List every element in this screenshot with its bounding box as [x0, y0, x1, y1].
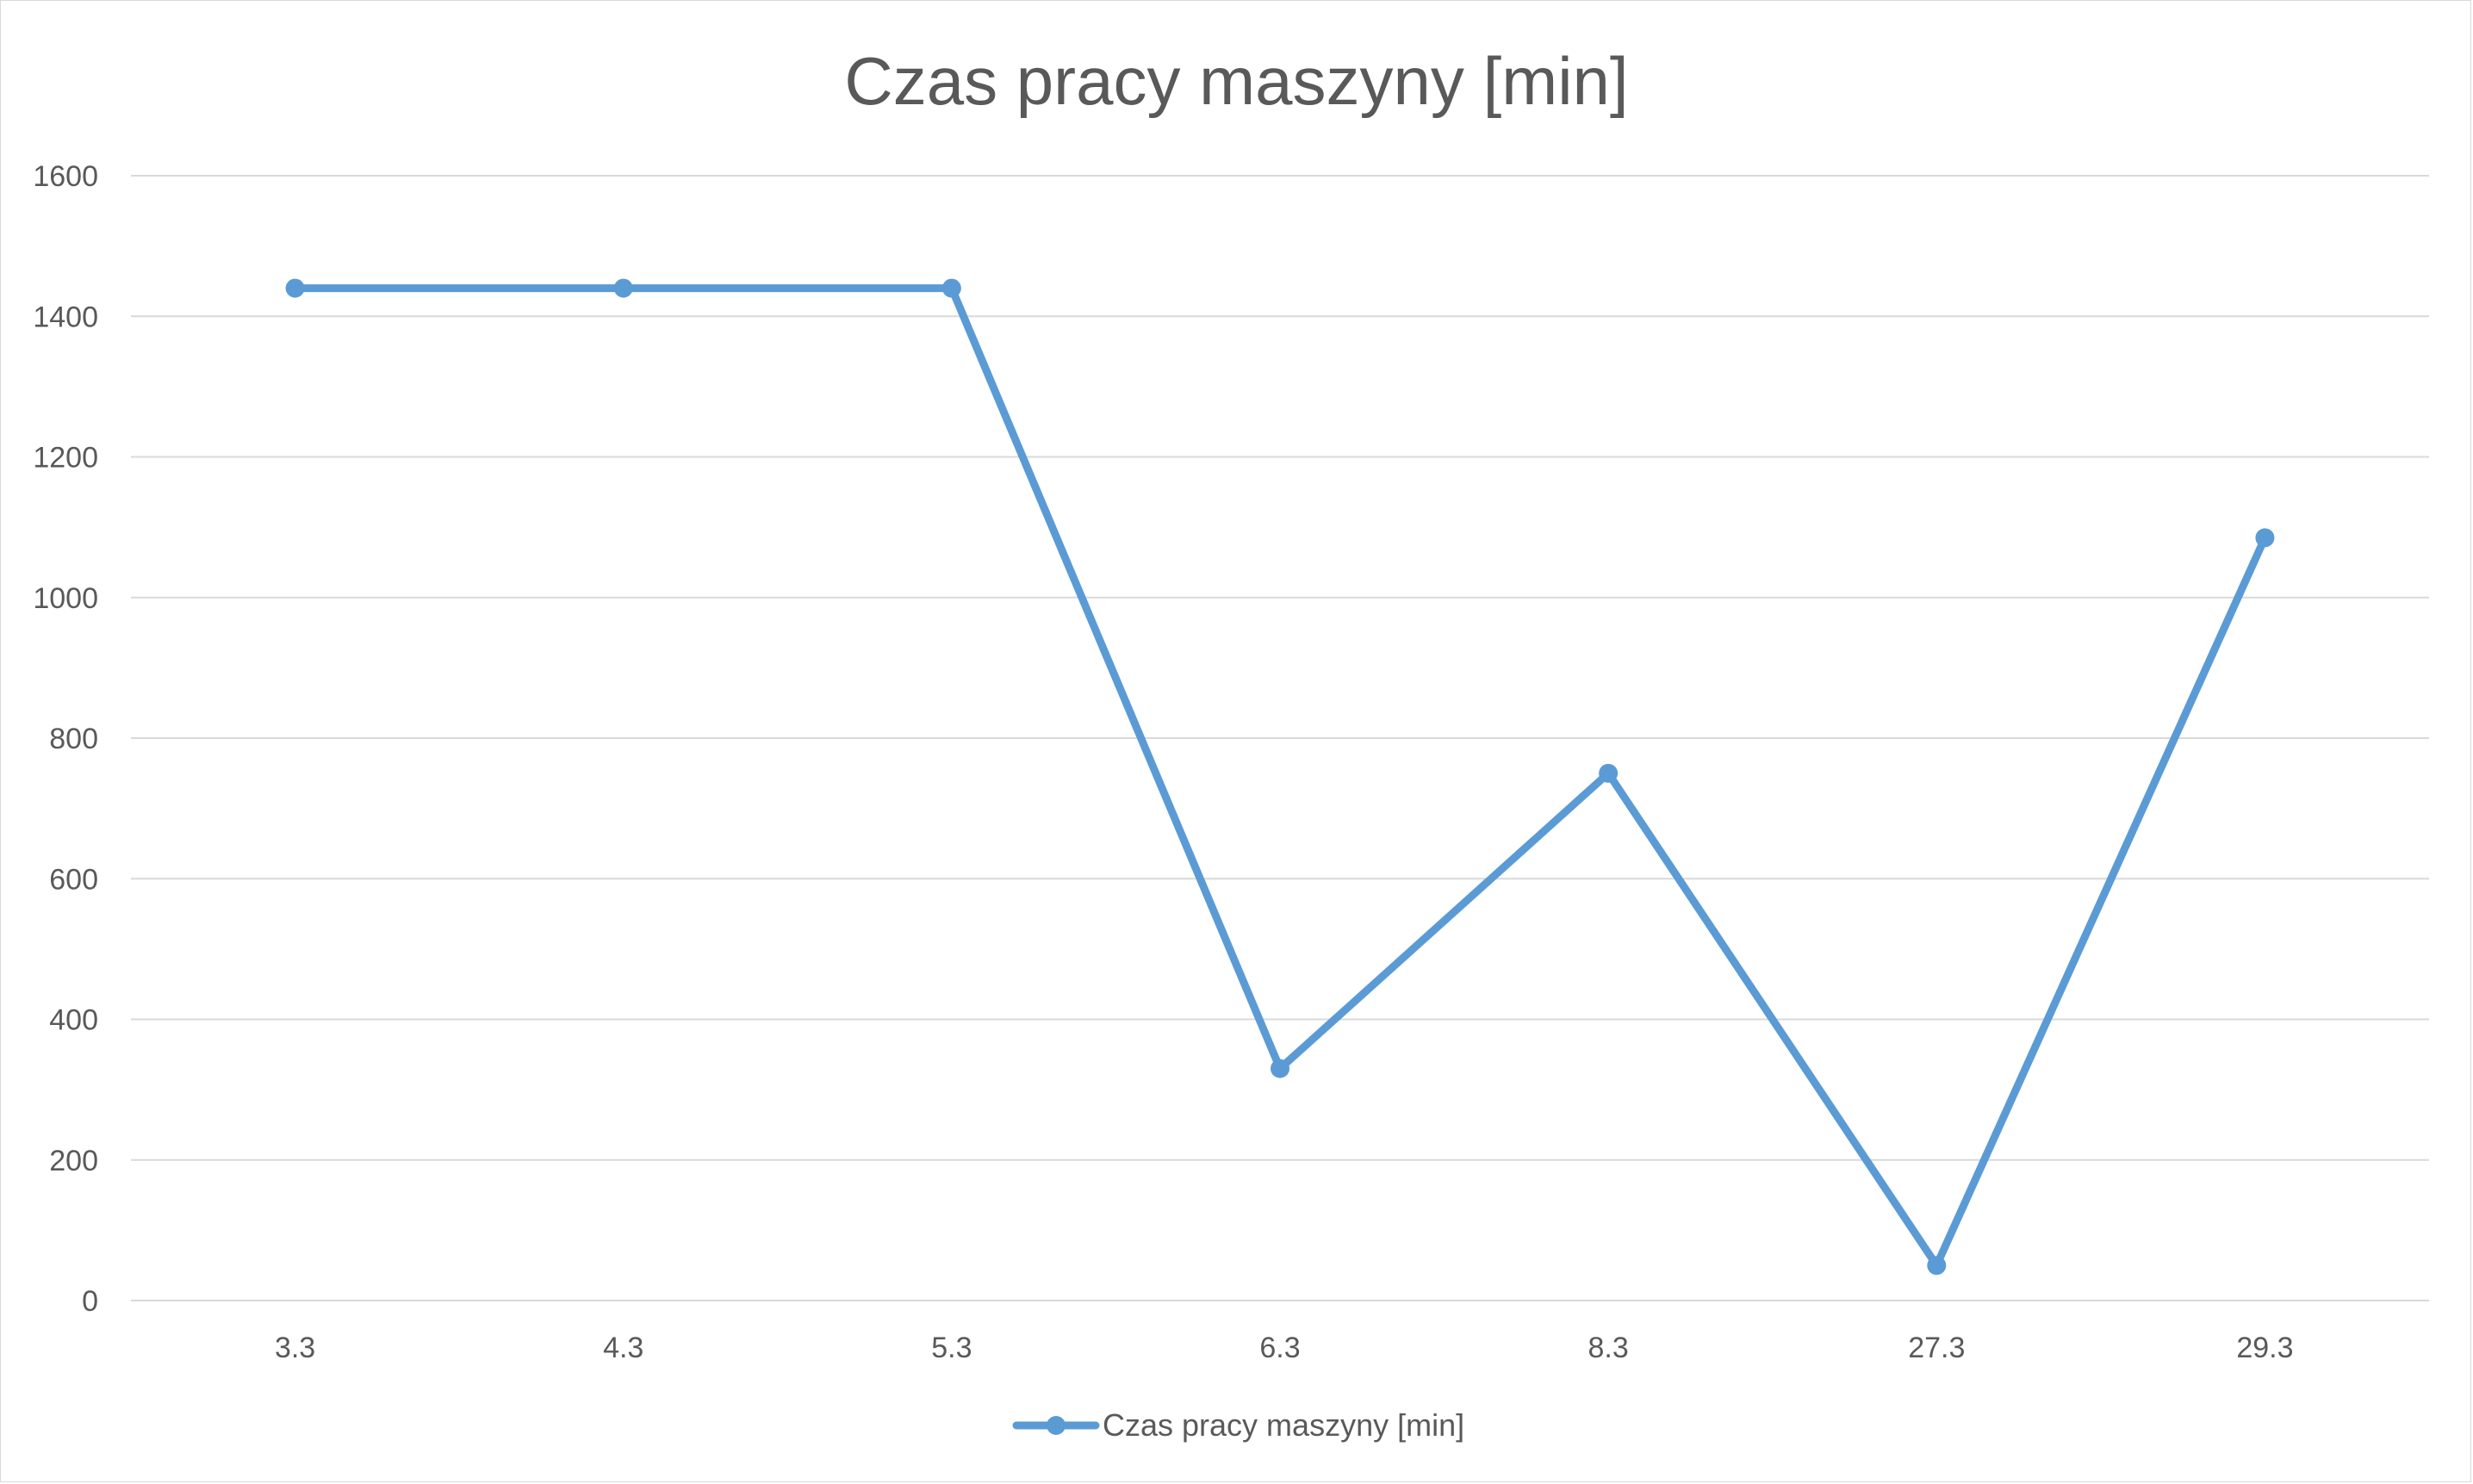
x-tick-label: 3.3 — [275, 1332, 315, 1364]
x-tick-label: 4.3 — [603, 1332, 643, 1364]
y-tick-label: 400 — [49, 1004, 98, 1037]
y-tick-label: 1600 — [33, 160, 98, 193]
gridlines — [131, 175, 2429, 1301]
y-tick-label: 600 — [49, 863, 98, 896]
data-point — [941, 278, 961, 298]
series-line — [291, 284, 2269, 1270]
y-axis-ticks: 0 200 400 600 800 1000 1200 1400 1600 — [33, 160, 98, 1318]
data-point — [1927, 1256, 1947, 1276]
y-tick-label: 1400 — [33, 301, 98, 333]
legend-label: Czas pracy maszyny [min] — [1103, 1407, 1464, 1443]
data-point — [613, 278, 633, 298]
y-tick-label: 1000 — [33, 582, 98, 615]
y-tick-label: 800 — [49, 723, 98, 755]
x-axis-ticks: 3.3 4.3 5.3 6.3 8.3 27.3 29.3 — [275, 1332, 2294, 1364]
y-tick-label: 0 — [82, 1285, 98, 1318]
y-tick-label: 1200 — [33, 442, 98, 475]
chart-title: Czas pracy maszyny [min] — [844, 43, 1629, 119]
x-tick-label: 29.3 — [2236, 1332, 2293, 1364]
y-tick-label: 200 — [49, 1145, 98, 1177]
legend: Czas pracy maszyny [min] — [1012, 1407, 1464, 1443]
x-tick-label: 5.3 — [931, 1332, 972, 1364]
legend-marker-icon — [1047, 1416, 1066, 1435]
data-point — [1271, 1059, 1289, 1078]
data-point — [1599, 763, 1619, 783]
data-point — [285, 278, 305, 298]
x-tick-label: 8.3 — [1588, 1332, 1629, 1364]
data-point — [2255, 528, 2275, 548]
series-layer — [285, 278, 2275, 1276]
x-tick-label: 27.3 — [1908, 1332, 1965, 1364]
x-tick-label: 6.3 — [1259, 1332, 1300, 1364]
